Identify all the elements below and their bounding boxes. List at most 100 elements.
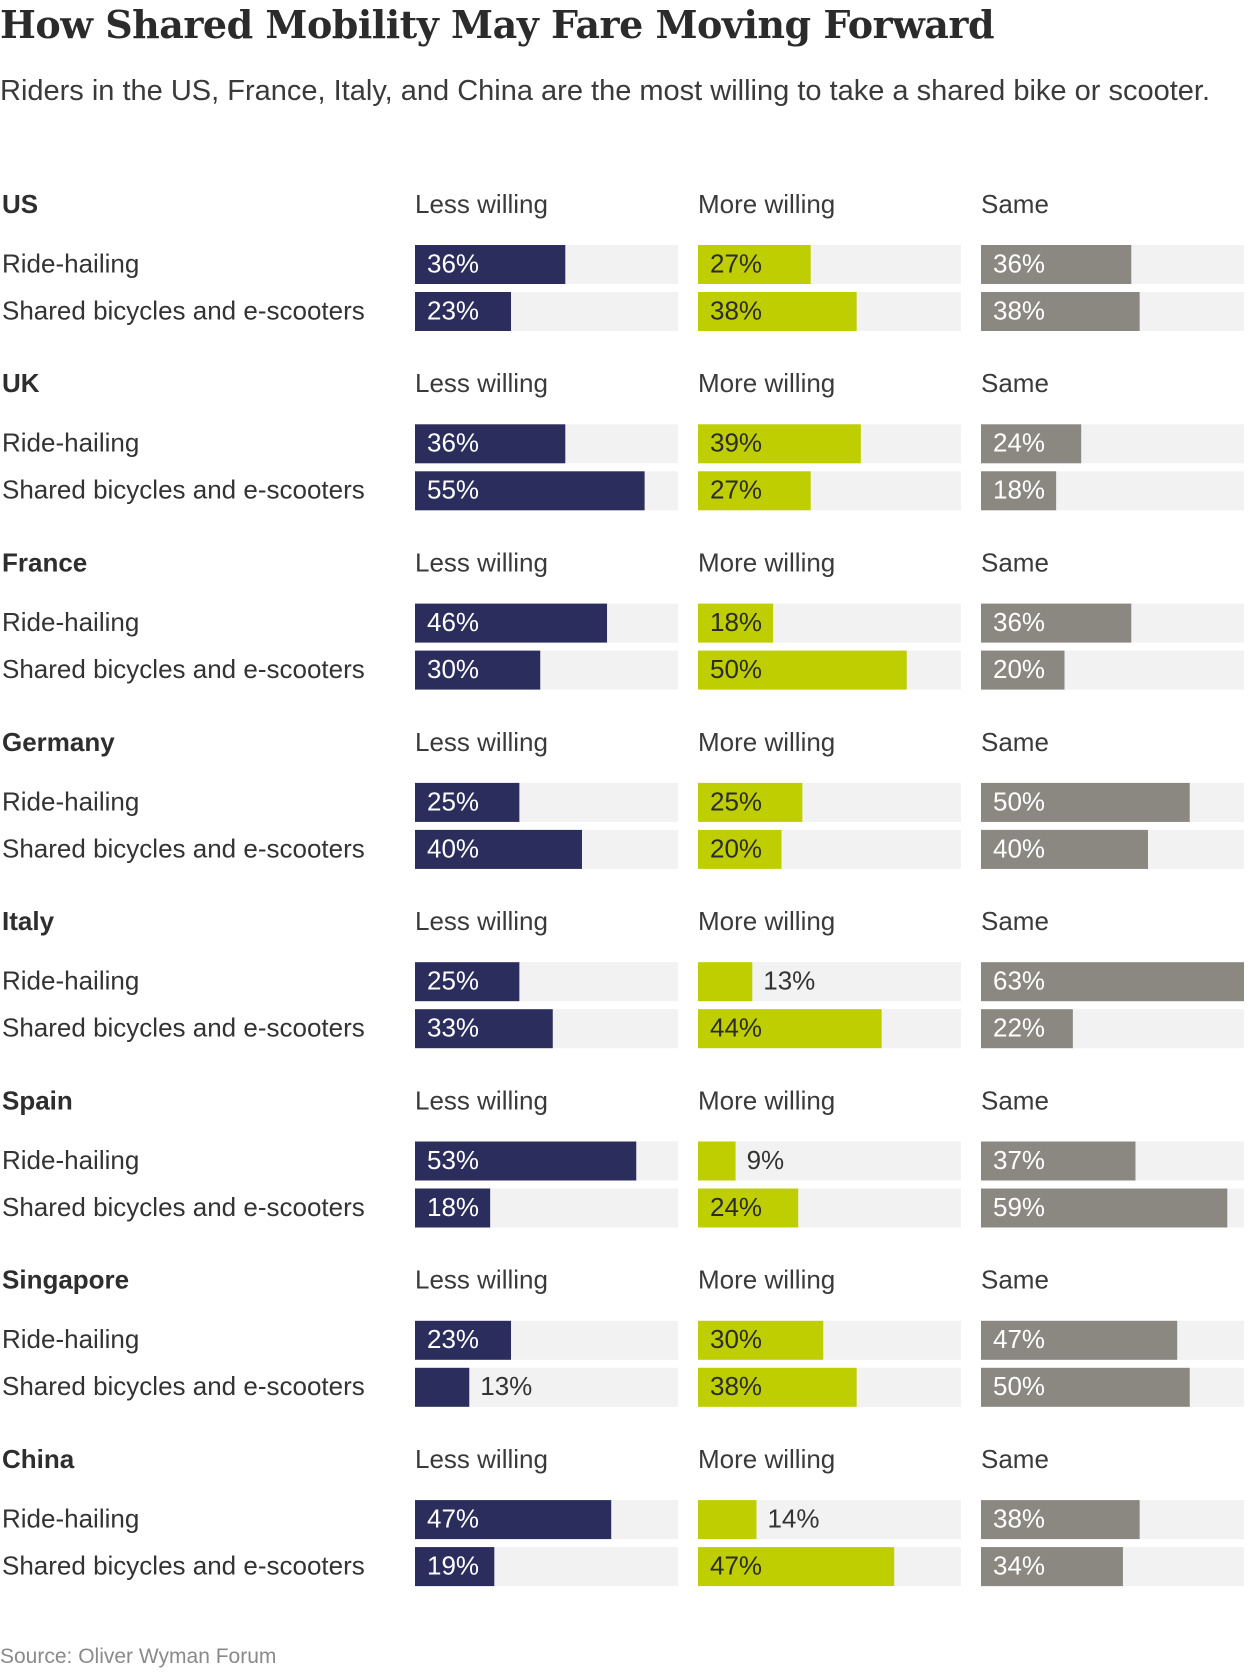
data-label: 36% <box>993 248 1045 278</box>
data-label: 30% <box>427 654 479 684</box>
column-header-more-willing: More willing <box>698 368 835 398</box>
column-header-less-willing: Less willing <box>415 1265 548 1295</box>
bar-singapore-1 <box>698 1320 824 1360</box>
country-label-france: France <box>2 547 87 577</box>
row-label: Shared bicycles and e-scooters <box>2 475 365 505</box>
row-label: Ride-hailing <box>2 966 139 996</box>
bar-italy-2 <box>981 1009 1073 1049</box>
data-label: 55% <box>427 475 479 505</box>
bar-china-2 <box>981 1547 1123 1587</box>
data-label: 33% <box>427 1013 479 1043</box>
data-label: 18% <box>427 1192 479 1222</box>
data-label: 34% <box>993 1550 1045 1580</box>
bar-france-2 <box>981 650 1065 690</box>
bar-spain-0 <box>415 1141 637 1181</box>
column-header-less-willing: Less willing <box>415 727 548 757</box>
data-label: 39% <box>710 428 762 458</box>
data-label: 27% <box>710 475 762 505</box>
column-header-more-willing: More willing <box>698 727 835 757</box>
row-label: Ride-hailing <box>2 786 139 816</box>
bar-china-0 <box>415 1547 495 1587</box>
column-header-less-willing: Less willing <box>415 189 548 219</box>
bar-uk-0 <box>415 471 645 511</box>
data-label: 25% <box>427 966 479 996</box>
data-label: 19% <box>427 1550 479 1580</box>
bar-germany-1 <box>698 782 803 822</box>
row-label: Shared bicycles and e-scooters <box>2 295 365 325</box>
data-label: 23% <box>427 295 479 325</box>
bar-singapore-0 <box>415 1320 512 1360</box>
column-header-same: Same <box>981 906 1049 936</box>
bar-china-1 <box>698 1500 757 1540</box>
data-label: 38% <box>710 295 762 325</box>
column-header-same: Same <box>981 189 1049 219</box>
bar-singapore-2 <box>981 1320 1178 1360</box>
column-header-same: Same <box>981 1085 1049 1115</box>
bar-track <box>698 1141 961 1181</box>
data-label: 9% <box>747 1145 785 1175</box>
bar-us-1 <box>698 292 857 331</box>
bar-france-0 <box>415 650 541 690</box>
data-label: 50% <box>993 786 1045 816</box>
column-header-more-willing: More willing <box>698 1265 835 1295</box>
bar-germany-2 <box>981 829 1148 869</box>
data-label: 22% <box>993 1013 1045 1043</box>
row-label: Ride-hailing <box>2 1503 139 1533</box>
data-label: 53% <box>427 1145 479 1175</box>
data-label: 14% <box>767 1503 819 1533</box>
country-label-us: US <box>2 189 38 219</box>
chart-title: How Shared Mobility May Fare Moving Forw… <box>0 2 995 47</box>
data-label: 27% <box>710 248 762 278</box>
column-header-same: Same <box>981 727 1049 757</box>
bar-france-2 <box>981 603 1132 643</box>
bar-france-1 <box>698 603 774 643</box>
data-label: 47% <box>710 1550 762 1580</box>
column-header-less-willing: Less willing <box>415 547 548 577</box>
country-label-uk: UK <box>2 368 40 398</box>
data-label: 38% <box>710 1371 762 1401</box>
bar-uk-2 <box>981 424 1082 464</box>
chart-subtitle: Riders in the US, France, Italy, and Chi… <box>0 75 1210 107</box>
bar-germany-1 <box>698 829 782 869</box>
column-header-more-willing: More willing <box>698 906 835 936</box>
data-label: 40% <box>993 833 1045 863</box>
row-label: Shared bicycles and e-scooters <box>2 1013 365 1043</box>
data-label: 36% <box>427 428 479 458</box>
bar-germany-0 <box>415 829 582 869</box>
bar-uk-0 <box>415 424 566 464</box>
data-label: 63% <box>993 966 1045 996</box>
data-label: 47% <box>993 1324 1045 1354</box>
bar-italy-1 <box>698 1009 882 1049</box>
data-label: 30% <box>710 1324 762 1354</box>
bar-italy-0 <box>415 962 520 1002</box>
column-header-more-willing: More willing <box>698 1444 835 1474</box>
bar-france-0 <box>415 603 608 643</box>
row-label: Ride-hailing <box>2 248 139 278</box>
bar-singapore-1 <box>698 1367 857 1407</box>
bar-spain-0 <box>415 1188 491 1228</box>
bar-us-1 <box>698 245 811 284</box>
data-label: 20% <box>710 833 762 863</box>
country-label-italy: Italy <box>2 906 55 936</box>
bar-us-0 <box>415 292 512 331</box>
data-label: 59% <box>993 1192 1045 1222</box>
row-label: Ride-hailing <box>2 607 139 637</box>
row-label: Shared bicycles and e-scooters <box>2 833 365 863</box>
bar-spain-1 <box>698 1141 736 1181</box>
data-label: 25% <box>710 786 762 816</box>
column-header-more-willing: More willing <box>698 189 835 219</box>
bar-uk-2 <box>981 471 1057 511</box>
data-label: 36% <box>993 607 1045 637</box>
data-label: 20% <box>993 654 1045 684</box>
bar-italy-2 <box>981 962 1244 1002</box>
bar-uk-1 <box>698 424 861 464</box>
data-label: 47% <box>427 1503 479 1533</box>
bar-china-1 <box>698 1547 895 1587</box>
data-label: 18% <box>710 607 762 637</box>
data-label: 24% <box>993 428 1045 458</box>
source-note: Source: Oliver Wyman Forum <box>0 1645 277 1668</box>
row-label: Shared bicycles and e-scooters <box>2 654 365 684</box>
row-label: Shared bicycles and e-scooters <box>2 1192 365 1222</box>
data-label: 36% <box>427 248 479 278</box>
